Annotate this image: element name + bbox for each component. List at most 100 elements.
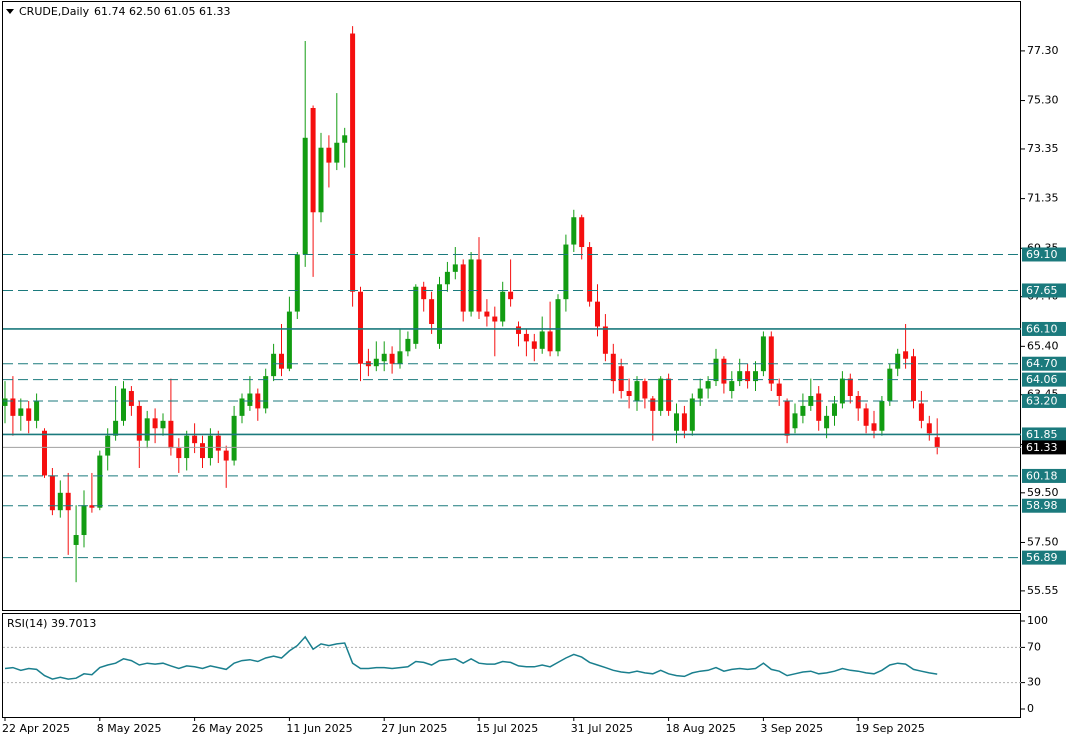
candle-body [389,353,395,364]
candle-body [492,316,498,322]
y-tick-label: 75.30 [1027,94,1059,107]
level-label-box [1022,283,1066,298]
y-tick-label: 73.35 [1027,142,1059,155]
candle-body [555,299,561,352]
candle-body [326,147,332,163]
candle-body [318,147,324,213]
y-tick-label: 77.30 [1027,44,1059,57]
y-tick-label: 71.35 [1027,192,1059,205]
level-label: 60.18 [1026,469,1058,482]
x-tick-label: 8 May 2025 [97,722,162,735]
candle-body [413,286,419,344]
candle-body [737,371,743,382]
candle-body [97,455,103,508]
candle-body [681,413,687,431]
candle-body [523,333,529,342]
rsi-line [4,635,938,680]
x-tick-label: 22 Apr 2025 [2,722,70,735]
candle-body [2,398,8,406]
y-tick-label: 59.50 [1027,486,1059,499]
candle-body [302,137,308,255]
candle-body [144,418,150,441]
candle-body [444,271,450,285]
level-label: 63.20 [1026,394,1058,407]
ohlc-text: 61.74 62.50 61.05 61.33 [94,5,230,18]
candle-body [887,368,893,401]
candle-body [618,366,624,392]
y-tick-label: 70 [1027,640,1041,653]
x-tick-label: 15 Jul 2025 [476,722,538,735]
candle-body [255,393,261,409]
last-price-box [1022,440,1066,455]
x-tick-label: 19 Sep 2025 [855,722,925,735]
candle-body [563,244,569,300]
candle-body [760,336,766,372]
symbol-title: CRUDE,Daily [19,5,90,18]
rsi-panel [2,613,1021,718]
candle-body [816,393,822,421]
x-tick-label: 11 Jun 2025 [286,722,352,735]
candle-body [34,400,40,421]
candle-body [476,259,482,312]
candle-body [460,264,466,312]
candle-body [113,420,119,436]
candle-body [468,259,474,312]
candle-body [895,353,901,369]
candle-body [152,418,158,429]
candle-body [776,383,782,396]
level-label-box [1022,468,1066,483]
candle-body [294,254,300,312]
candle-body [571,217,577,245]
candle-body [658,378,664,411]
candle-body [911,356,916,401]
marks: 77.3075.3073.3571.3569.3567.4065.4063.45… [2,26,1066,735]
candle-body [674,413,679,431]
candle-body [879,400,885,431]
candle-body [350,33,356,292]
candle-body [768,336,774,384]
candle-body [926,423,932,434]
level-label: 67.65 [1026,284,1058,297]
level-label-box [1022,372,1066,387]
level-label: 66.10 [1026,322,1058,335]
candle-body [642,381,648,399]
candle-body [697,388,703,399]
candle-body [263,376,269,409]
candle-body [89,505,95,508]
candle-body [650,398,656,411]
candle-body [484,311,490,317]
candle-body [128,391,134,406]
level-label-box [1022,498,1066,513]
candle-body [587,247,593,302]
level-label: 64.06 [1026,373,1058,386]
y-tick-label: 55.55 [1027,584,1059,597]
level-label: 69.10 [1026,248,1058,261]
candle-body [729,381,735,392]
candle-body [871,423,877,431]
candle-body [10,398,16,416]
candle-body [824,415,830,429]
candle-body [310,107,316,213]
candle-body [508,291,514,300]
candle-body [903,351,909,359]
y-tick-label: 100 [1027,614,1048,627]
rsi-title: RSI(14) 39.7013 [7,617,96,630]
candle-body [73,535,79,545]
candle-body [421,286,427,300]
level-label: 58.98 [1026,499,1058,512]
candle-body [405,338,411,352]
last-price-label: 61.33 [1026,441,1058,454]
candle-body [176,448,182,459]
candle-body [57,492,63,511]
level-label-box [1022,356,1066,371]
candle-body [429,299,435,324]
candle-body [713,358,719,382]
x-tick-label: 27 Jun 2025 [381,722,447,735]
candle-body [579,217,585,248]
candle-body [753,371,758,382]
candle-body [65,492,71,511]
candle-body [373,358,379,367]
candle-body [231,415,237,461]
